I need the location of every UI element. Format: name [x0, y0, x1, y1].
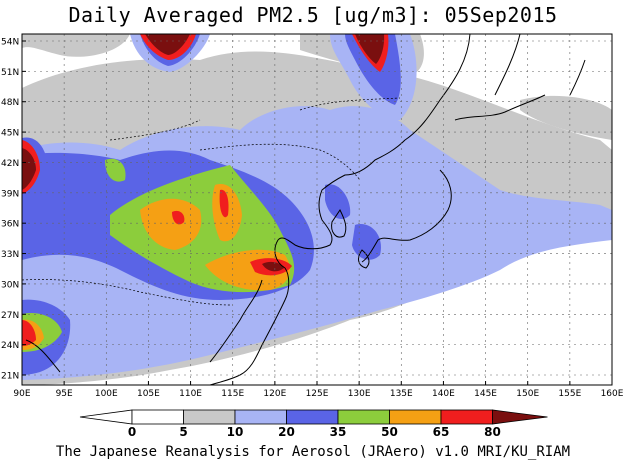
- lon-label: 155E: [558, 389, 581, 399]
- colorbar-label: 10: [227, 425, 244, 439]
- map-title: Daily Averaged PM2.5 [ug/m3]: 05Sep2015: [68, 3, 558, 27]
- lon-label: 120E: [263, 389, 286, 399]
- lat-label: 36N: [1, 220, 19, 230]
- colorbar-label: 5: [179, 425, 187, 439]
- colorbar-box: [234, 409, 287, 425]
- colorbar-label: 35: [330, 425, 347, 439]
- lat-label: 30N: [1, 280, 19, 290]
- lon-label: 110E: [179, 389, 202, 399]
- lon-label: 115E: [221, 389, 244, 399]
- graticule: [22, 34, 612, 385]
- colorbar-label: 50: [381, 425, 398, 439]
- lon-label: 105E: [137, 389, 160, 399]
- lon-label: 130E: [348, 389, 371, 399]
- latitude-labels: 54N 51N 48N 45N 42N 39N 36N 33N 30N 27N 24N 21N: [1, 38, 26, 382]
- lat-label: 48N: [1, 98, 19, 108]
- colorbar-label: 80: [484, 425, 501, 439]
- colorbar-label: 0: [128, 425, 136, 439]
- lon-label: 90E: [13, 389, 30, 399]
- coastlines: [25, 33, 586, 386]
- lon-label: 145E: [474, 389, 497, 399]
- colorbar-label: 65: [433, 425, 450, 439]
- lat-label: 51N: [1, 68, 19, 78]
- colorbar-box: [337, 409, 390, 425]
- colorbar-box: [131, 409, 184, 425]
- lon-label: 95E: [56, 389, 73, 399]
- lat-label: 27N: [1, 311, 19, 321]
- lat-label: 54N: [1, 38, 19, 48]
- lon-label: 125E: [306, 389, 329, 399]
- colorbar-label: 20: [278, 425, 295, 439]
- lat-label: 45N: [1, 129, 19, 139]
- lon-label: 140E: [432, 389, 455, 399]
- longitude-labels: 90E 95E 100E 105E 110E 115E 120E 125E 130E 135E 14…: [13, 381, 624, 399]
- colorbar-upper-arrow: [492, 409, 548, 425]
- lon-label: 135E: [390, 389, 413, 399]
- lon-label: 150E: [516, 389, 539, 399]
- borders: [21, 97, 401, 306]
- lat-label: 21N: [1, 372, 19, 382]
- colorbar-box: [183, 409, 236, 425]
- lon-label: 160E: [601, 389, 624, 399]
- lon-label: 100E: [95, 389, 118, 399]
- colorbar-box: [389, 409, 442, 425]
- colorbar-box: [440, 409, 493, 425]
- data-credit: The Japanese Reanalysis for Aerosol (JRA…: [55, 444, 571, 460]
- lat-label: 33N: [1, 250, 19, 260]
- lat-label: 42N: [1, 159, 19, 169]
- lat-label: 39N: [1, 189, 19, 199]
- colorbar-box: [286, 409, 339, 425]
- lat-label: 24N: [1, 341, 19, 351]
- colorbar-lower-arrow: [79, 409, 133, 425]
